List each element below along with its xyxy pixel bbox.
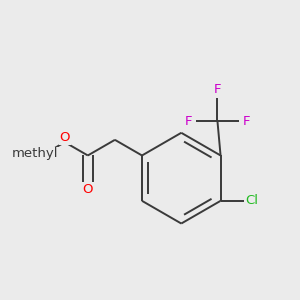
Text: methyl: methyl (12, 147, 58, 161)
Text: F: F (243, 115, 250, 128)
Text: O: O (59, 131, 70, 144)
Text: O: O (82, 183, 93, 196)
Text: Cl: Cl (245, 194, 258, 207)
Text: F: F (214, 83, 221, 96)
Text: F: F (185, 115, 192, 128)
